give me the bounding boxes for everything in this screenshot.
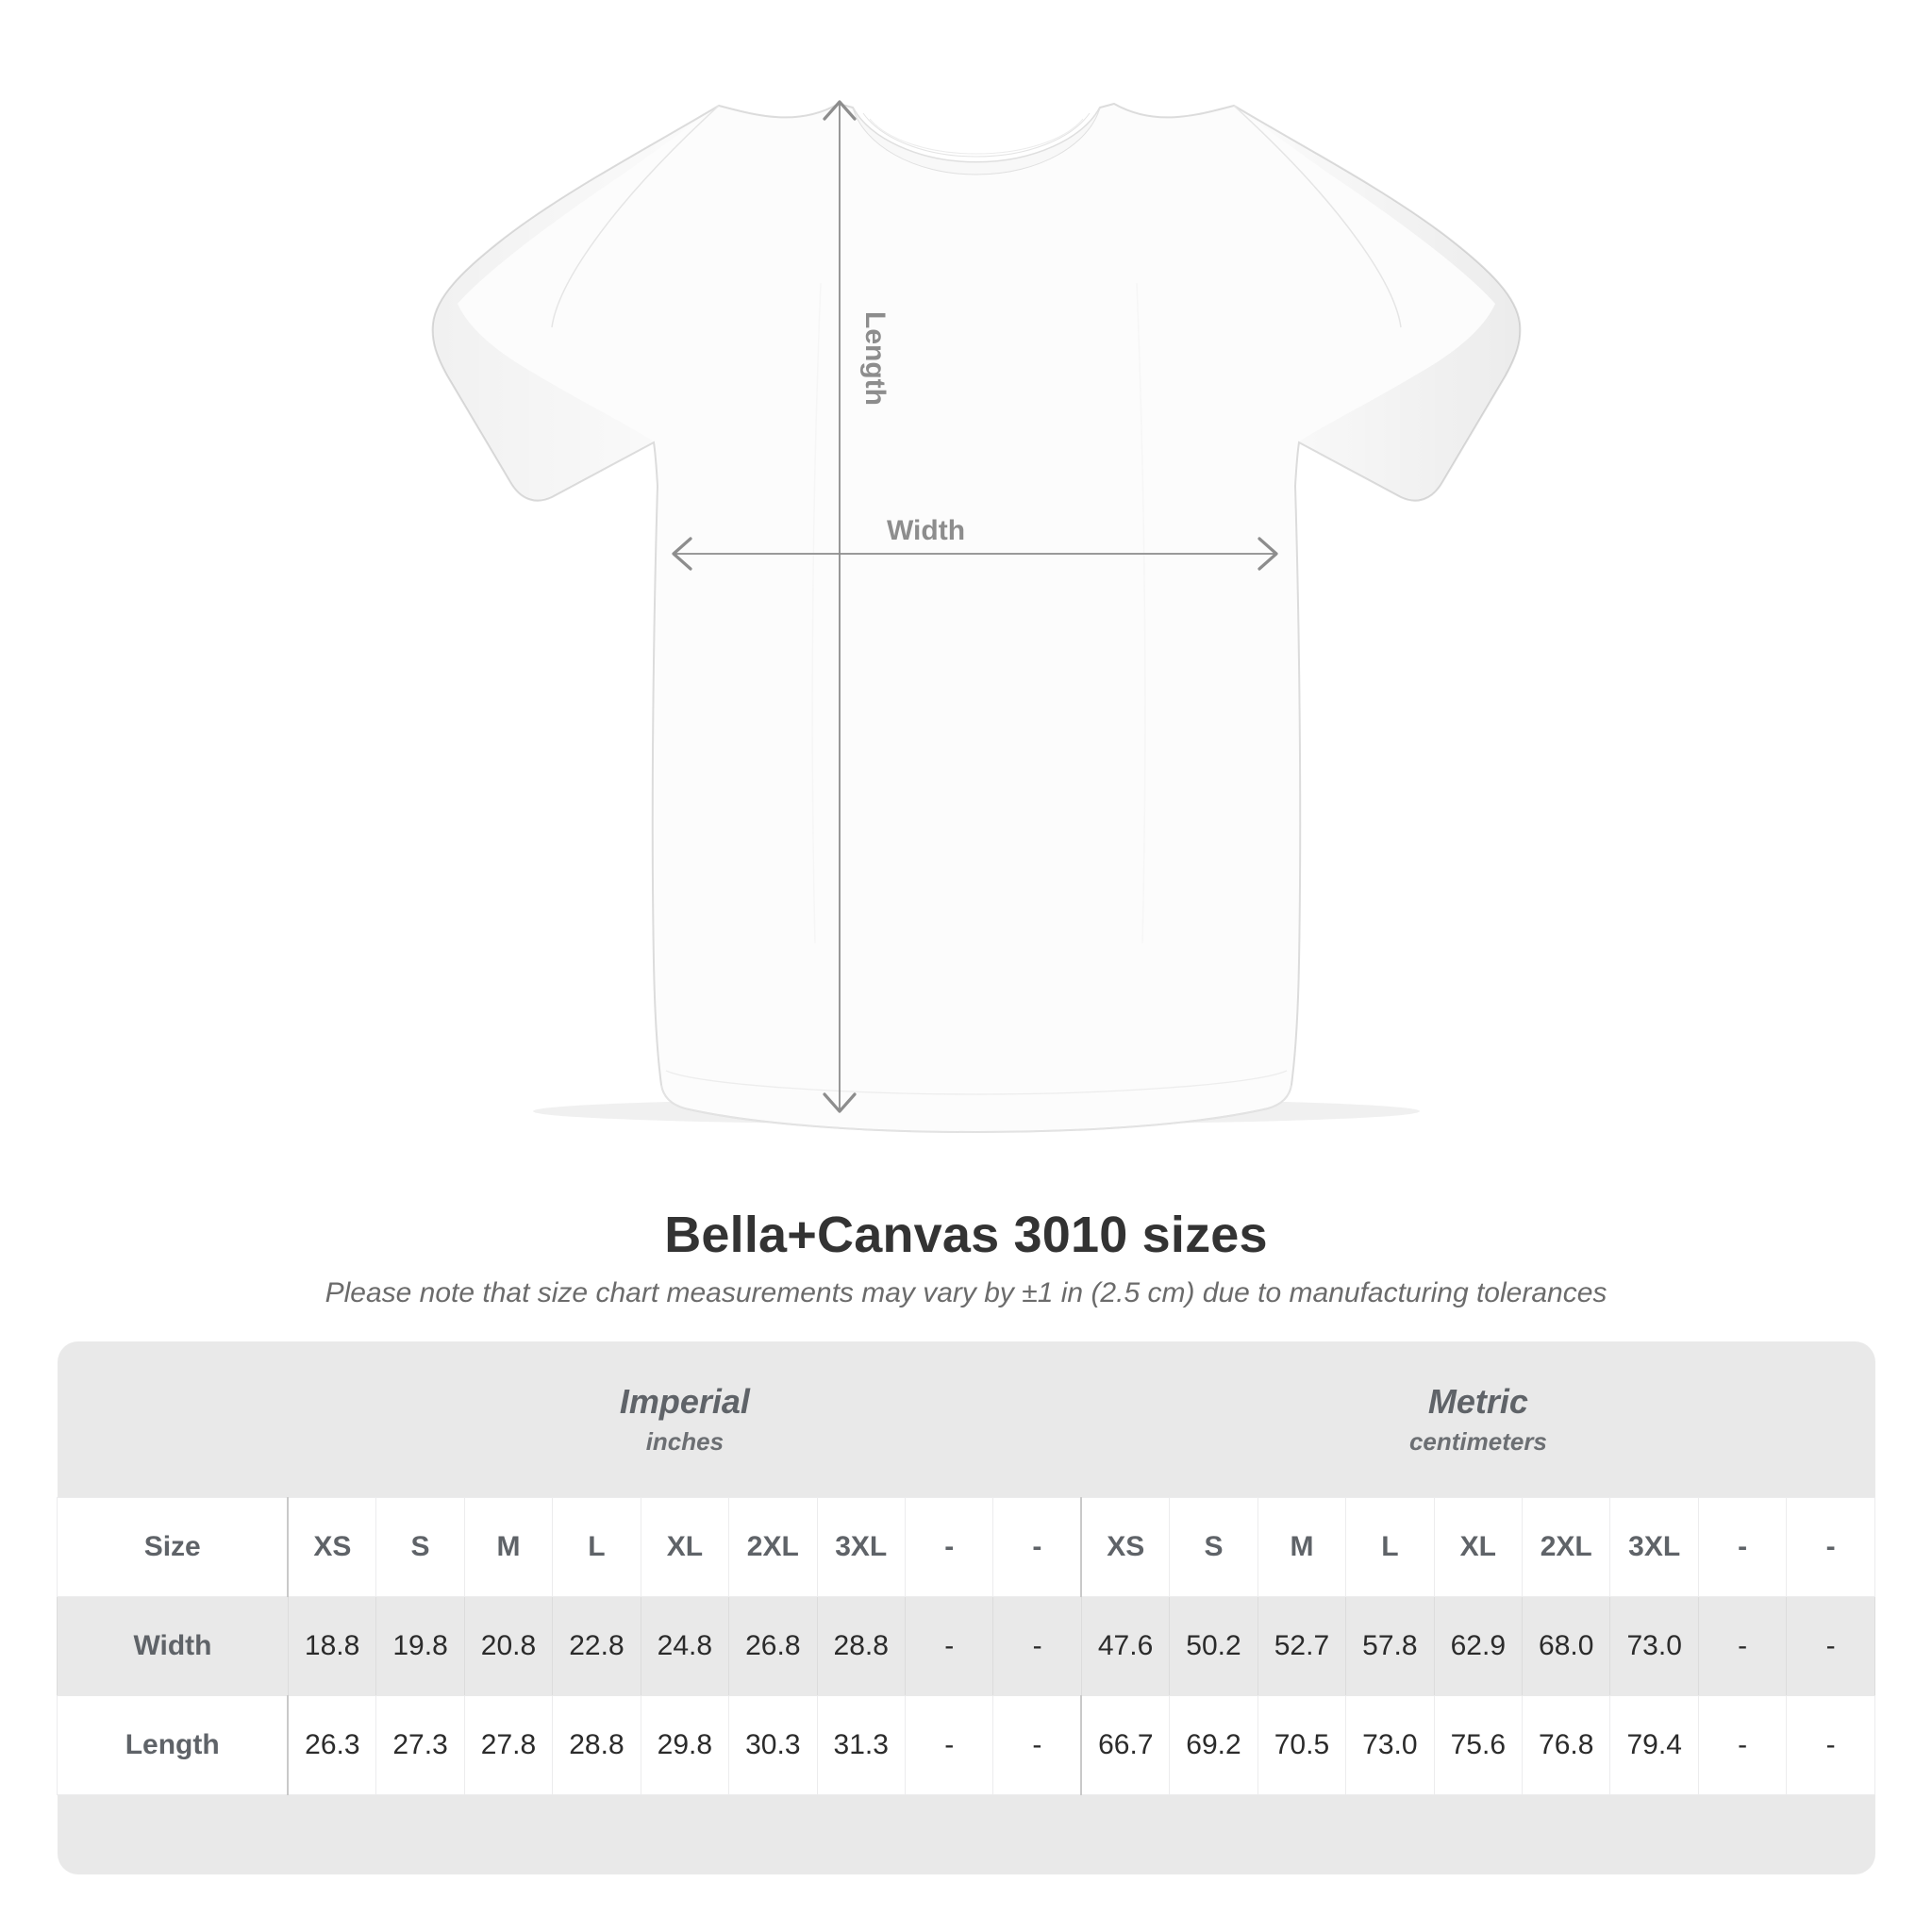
svg-text:Length: Length: [859, 311, 891, 406]
svg-text:Width: Width: [887, 515, 965, 546]
